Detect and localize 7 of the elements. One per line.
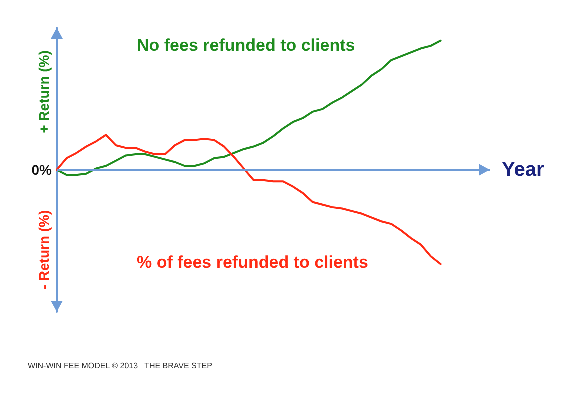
text: - Return (%)	[36, 210, 52, 290]
series-label: No fees refunded to clients	[137, 36, 356, 55]
x-axis-title: Year	[502, 159, 544, 181]
text: + Return (%)	[36, 50, 52, 134]
text: WIN-WIN FEE MODEL © 2013 THE BRAVE STEP	[28, 362, 212, 370]
ref-line-label: 0%	[32, 162, 53, 178]
text: % of fees refunded to clients	[137, 253, 368, 272]
